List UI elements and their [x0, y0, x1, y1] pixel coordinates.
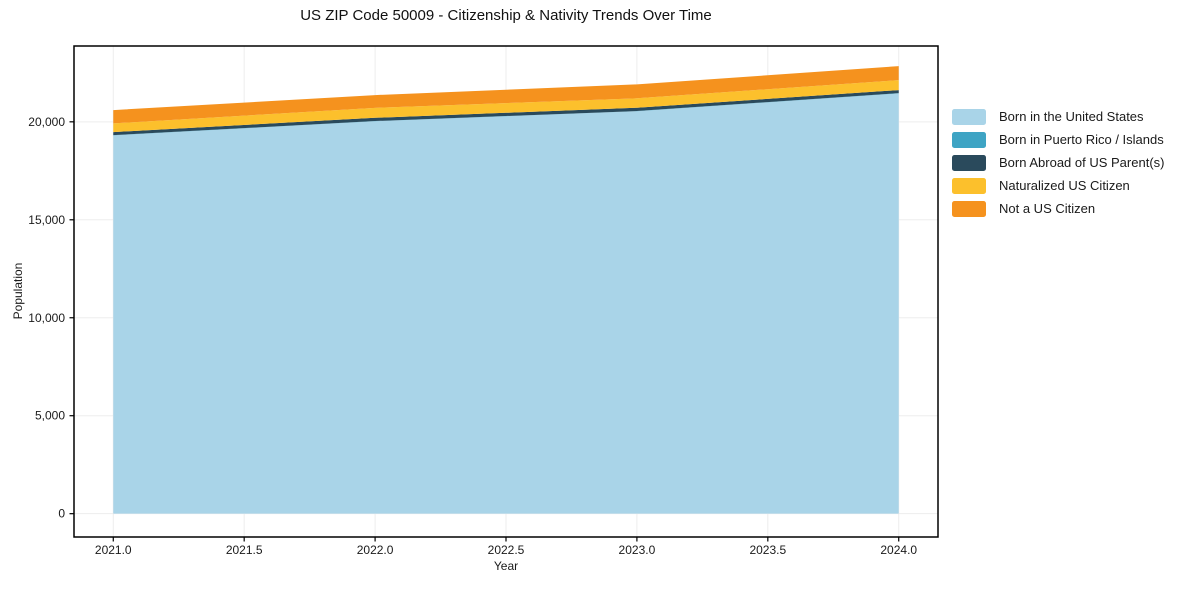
legend-item: Born in Puerto Rico / Islands	[952, 128, 1164, 151]
legend-label: Born in Puerto Rico / Islands	[999, 132, 1164, 147]
legend-swatch	[952, 177, 986, 194]
y-tick-label: 10,000	[28, 311, 65, 325]
area-series-4	[113, 66, 899, 124]
area-series-3	[113, 80, 899, 133]
legend-item: Naturalized US Citizen	[952, 174, 1164, 197]
legend-swatch	[952, 131, 986, 148]
legend-label: Born in the United States	[999, 109, 1144, 124]
legend-label: Naturalized US Citizen	[999, 178, 1130, 193]
legend: Born in the United States Born in Puerto …	[952, 105, 1164, 220]
legend-swatch	[952, 108, 986, 125]
legend-item: Born in the United States	[952, 105, 1164, 128]
legend-label: Not a US Citizen	[999, 201, 1096, 216]
x-tick-label: 2022.0	[357, 543, 394, 557]
legend-label: Born Abroad of US Parent(s)	[999, 155, 1165, 170]
x-tick-label: 2023.5	[749, 543, 786, 557]
y-axis-label: Population	[11, 262, 25, 320]
y-tick-label: 0	[58, 507, 65, 521]
legend-item: Born Abroad of US Parent(s)	[952, 151, 1164, 174]
chart-title: US ZIP Code 50009 - Citizenship & Nativi…	[300, 7, 712, 24]
area-series-2	[113, 90, 899, 136]
x-axis-label: Year	[493, 559, 519, 573]
x-tick-label: 2021.5	[226, 543, 263, 557]
y-tick-label: 20,000	[28, 115, 65, 129]
legend-swatch	[952, 154, 986, 171]
legend-swatch	[952, 200, 986, 217]
y-tick-label: 5,000	[35, 409, 65, 423]
x-tick-label: 2023.0	[619, 543, 656, 557]
y-tick-label: 15,000	[28, 213, 65, 227]
legend-item: Not a US Citizen	[952, 197, 1164, 220]
area-series-0	[113, 93, 899, 514]
x-tick-label: 2024.0	[880, 543, 917, 557]
x-tick-label: 2021.0	[95, 543, 132, 557]
x-tick-label: 2022.5	[488, 543, 525, 557]
